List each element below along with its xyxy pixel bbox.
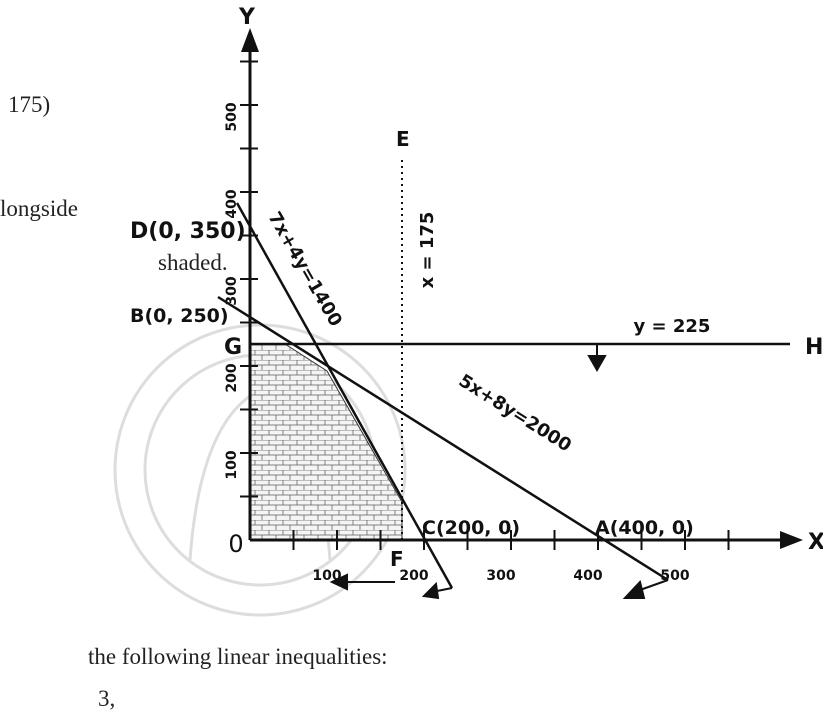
- point-label: G: [224, 335, 242, 360]
- x-tick-label: 400: [573, 568, 602, 584]
- text-fragment: the following linear inequalities:: [88, 644, 388, 669]
- y-axis-label: Y: [238, 5, 256, 30]
- point-label: D(0, 350): [130, 219, 246, 244]
- text-fragment: longside: [0, 196, 78, 221]
- point-label: B(0, 250): [130, 305, 229, 327]
- constraint-line: [235, 202, 454, 589]
- y-tick-label: 500: [224, 102, 240, 131]
- text-fragment: 3,: [98, 686, 115, 711]
- line-label: 7x+4y=1400: [264, 208, 347, 330]
- origin-label: 0: [228, 530, 243, 558]
- point-label: E: [396, 127, 410, 151]
- x-axis-label: X: [808, 530, 823, 555]
- line-label: y = 225: [634, 316, 711, 337]
- text-fragment: shaded.: [158, 250, 228, 275]
- x-tick-label: 300: [486, 568, 515, 584]
- point-label: A(400, 0): [595, 517, 694, 539]
- text-fragment: 175): [8, 92, 50, 117]
- line-label: x = 175: [417, 212, 438, 289]
- y-tick-label: 100: [224, 450, 240, 479]
- point-label: F: [390, 547, 404, 571]
- feasible-region: [249, 343, 403, 541]
- y-arrow: [241, 28, 259, 52]
- line-label: 5x+8y=2000: [455, 370, 575, 456]
- tick-marks: [240, 60, 730, 550]
- y-tick-label: 400: [224, 189, 240, 218]
- x-arrow: [780, 531, 803, 549]
- point-label: C(200, 0): [422, 517, 520, 539]
- point-label: H: [805, 335, 823, 360]
- direction-arrows: [329, 344, 669, 600]
- y-tick-label: 300: [224, 276, 240, 305]
- x-tick-label: 200: [399, 568, 428, 584]
- y-tick-label: 200: [224, 363, 240, 392]
